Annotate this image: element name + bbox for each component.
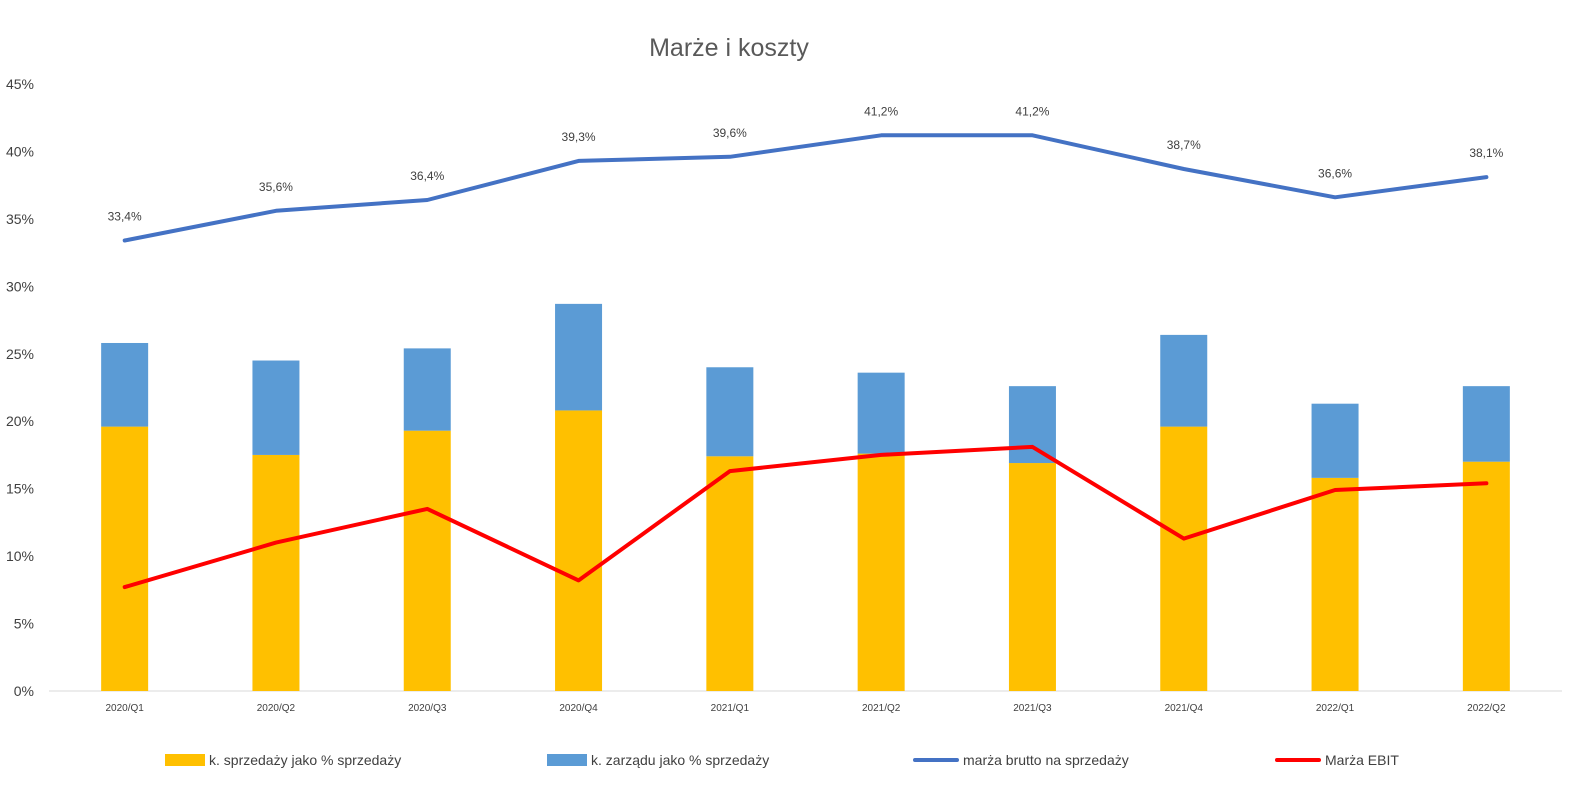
x-tick-label: 2021/Q1 [711, 703, 750, 714]
data-label-gross-margin: 39,6% [713, 126, 747, 140]
bar-cost-of-sales [403, 430, 451, 691]
line-ebit-margin [122, 444, 1489, 590]
data-label-gross-margin: 41,2% [864, 104, 898, 118]
data-label-gross-margin: 38,7% [1167, 138, 1201, 152]
data-label-gross-margin: 36,6% [1318, 166, 1352, 180]
x-tick-label: 2021/Q4 [1165, 703, 1204, 714]
bar-admin-costs [857, 372, 905, 454]
bar-cost-of-sales [1160, 426, 1208, 691]
bar-cost-of-sales [1462, 461, 1510, 691]
bar-admin-costs [706, 367, 754, 457]
legend-item-gross-margin: marża brutto na sprzedaży [913, 752, 1129, 768]
bar-cost-of-sales [555, 410, 603, 691]
y-tick-label: 30% [6, 278, 34, 294]
data-label-gross-margin: 36,4% [410, 169, 444, 183]
data-label-gross-margin: 39,3% [562, 130, 596, 144]
legend-label-admin-costs: k. zarządu jako % sprzedaży [591, 752, 770, 768]
bar-cost-of-sales [706, 456, 754, 691]
data-label-gross-margin: 35,6% [259, 180, 293, 194]
y-tick-label: 25% [6, 346, 34, 362]
bar-admin-costs [1311, 403, 1359, 478]
legend: k. sprzedaży jako % sprzedaży k. zarządu… [0, 752, 1592, 776]
y-tick-label: 15% [6, 481, 34, 497]
y-tick-label: 0% [14, 683, 34, 699]
bar-cost-of-sales [857, 453, 905, 691]
x-tick-label: 2021/Q2 [862, 703, 901, 714]
y-tick-label: 40% [6, 143, 34, 159]
legend-swatch-gross-margin [913, 758, 959, 762]
bar-cost-of-sales [252, 454, 300, 691]
bar-admin-costs [1008, 386, 1056, 464]
y-tick-label: 45% [6, 76, 34, 92]
x-tick-label: 2020/Q2 [257, 703, 296, 714]
legend-label-ebit-margin: Marża EBIT [1325, 752, 1399, 768]
legend-item-cost-of-sales: k. sprzedaży jako % sprzedaży [165, 752, 401, 768]
x-tick-label: 2020/Q1 [105, 703, 144, 714]
bar-admin-costs [1160, 334, 1208, 427]
bar-cost-of-sales [101, 426, 149, 691]
y-tick-label: 10% [6, 548, 34, 564]
data-label-gross-margin: 41,2% [1015, 104, 1049, 118]
legend-item-admin-costs: k. zarządu jako % sprzedaży [547, 752, 769, 768]
bar-admin-costs [252, 360, 300, 455]
bar-admin-costs [1462, 386, 1510, 462]
bar-admin-costs [403, 348, 451, 431]
y-tick-label: 20% [6, 413, 34, 429]
bar-admin-costs [101, 342, 149, 427]
y-tick-label: 5% [14, 616, 34, 632]
line-gross-margin [122, 133, 1489, 243]
legend-swatch-ebit-margin [1275, 758, 1321, 762]
bar-cost-of-sales [1008, 463, 1056, 691]
data-label-gross-margin: 33,4% [108, 209, 142, 223]
legend-item-ebit-margin: Marża EBIT [1275, 752, 1399, 768]
bar-admin-costs [555, 303, 603, 411]
bar-cost-of-sales [1311, 477, 1359, 691]
x-tick-label: 2020/Q4 [559, 703, 598, 714]
chart-title: Marże i koszty [649, 34, 809, 62]
legend-swatch-cost-of-sales [165, 754, 205, 766]
legend-swatch-admin-costs [547, 754, 587, 766]
x-tick-label: 2022/Q1 [1316, 703, 1355, 714]
x-tick-label: 2021/Q3 [1013, 703, 1052, 714]
x-tick-label: 2022/Q2 [1467, 703, 1506, 714]
y-tick-label: 35% [6, 211, 34, 227]
x-tick-label: 2020/Q3 [408, 703, 447, 714]
data-label-gross-margin: 38,1% [1469, 146, 1503, 160]
legend-label-cost-of-sales: k. sprzedaży jako % sprzedaży [209, 752, 402, 768]
legend-label-gross-margin: marża brutto na sprzedaży [963, 752, 1129, 768]
